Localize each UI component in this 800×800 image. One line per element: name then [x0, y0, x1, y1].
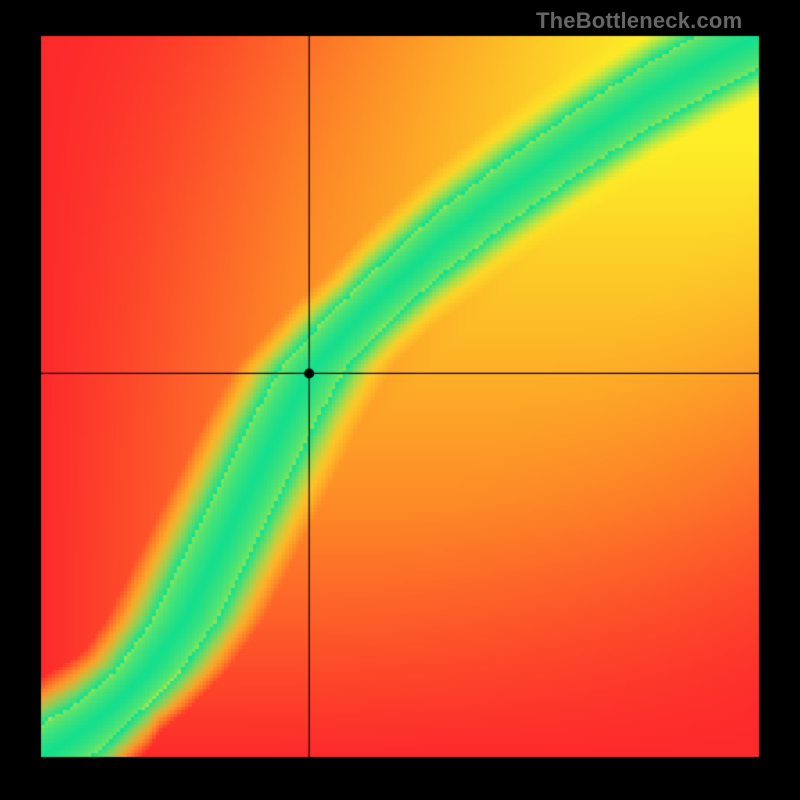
heatmap-canvas — [0, 0, 800, 800]
watermark-text: TheBottleneck.com — [536, 8, 742, 34]
chart-root: TheBottleneck.com — [0, 0, 800, 800]
